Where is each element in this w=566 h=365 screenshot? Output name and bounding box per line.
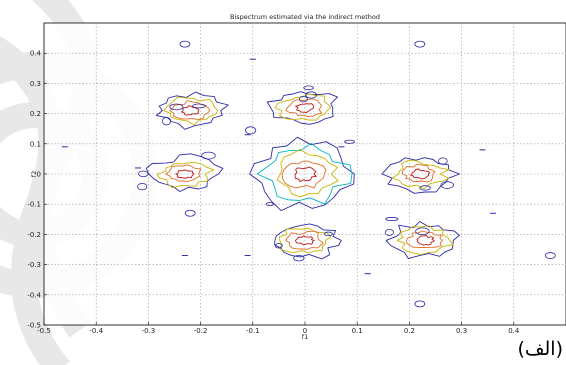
x-tick-label: 0.4: [508, 327, 520, 335]
x-tick-label: 0.2: [404, 327, 415, 335]
x-axis-label: f1: [302, 333, 308, 341]
contour-line: [266, 91, 338, 125]
contour-speck: [179, 40, 191, 48]
contour-line: [285, 98, 323, 118]
y-tick-label: -0.4: [27, 291, 41, 299]
contour-line: [391, 160, 450, 190]
contour-line: [145, 153, 224, 192]
contour-line: [381, 157, 461, 194]
contour-line: [401, 163, 436, 183]
x-tick-label: 0: [303, 327, 307, 335]
contour-line: [438, 157, 448, 165]
contour-line: [305, 91, 317, 99]
contour-line: [396, 225, 455, 255]
contour-line: [138, 170, 149, 178]
contour-line: [385, 221, 460, 260]
contour-line: [299, 95, 308, 103]
contour-line: [295, 103, 315, 113]
contour-line: [285, 230, 324, 250]
contour-line: [385, 217, 399, 221]
figure-caption: (الف): [517, 338, 563, 360]
contour-line: [201, 151, 216, 160]
contour-line: [137, 182, 148, 191]
y-tick-label: 0.4: [30, 50, 42, 58]
contour-line: [163, 96, 219, 126]
contour-speck: [544, 252, 556, 259]
contour-line: [175, 169, 195, 179]
y-axis-label: f2: [30, 171, 38, 177]
grid-lines: [44, 23, 566, 325]
y-tick-label: 0.2: [30, 110, 41, 118]
contour-line: [256, 142, 353, 205]
contour-line: [249, 136, 355, 212]
contour-speck: [414, 300, 426, 308]
contour-line: [274, 93, 332, 121]
chart-title: Bispectrum estimated via the indirect me…: [230, 13, 380, 21]
x-tick-label: -0.4: [89, 327, 103, 335]
contour-line: [294, 166, 317, 183]
contour-speck: [414, 40, 426, 48]
contour-line: [323, 231, 333, 237]
contour-line: [281, 160, 327, 189]
contour-lines: [137, 85, 461, 262]
contour-line: [303, 85, 314, 91]
contour-line: [192, 103, 206, 109]
contour-line: [169, 103, 184, 111]
contour-line: [344, 139, 355, 144]
y-tick-label: -0.3: [27, 261, 41, 269]
x-tick-label: -0.3: [142, 327, 156, 335]
axis-ticks: -0.5 -0.4 -0.3 -0.2 -0.1 0 0.1 0.2 0.3 0.4 0.4 0.3 0…: [27, 50, 520, 335]
y-tick-label: 0.1: [30, 140, 41, 148]
contour-line: [384, 228, 394, 236]
contour-line: [440, 181, 454, 189]
y-tick-label: -0.2: [27, 231, 41, 239]
contour-line: [245, 126, 257, 135]
contour-line: [419, 185, 431, 191]
contour-speck: [184, 209, 196, 217]
x-tick-label: -0.2: [194, 327, 208, 335]
contour-line: [169, 100, 211, 120]
contour-line: [155, 91, 229, 130]
contour-line: [293, 254, 305, 262]
x-tick-label: 0.1: [352, 327, 363, 335]
contour-line: [410, 168, 431, 180]
contour-line: [157, 162, 215, 189]
contour-line: [276, 148, 339, 198]
y-tick-label: 0: [37, 171, 41, 179]
contour-line: [295, 235, 315, 246]
contour-specks: [61, 40, 556, 308]
y-tick-label: -0.5: [27, 322, 41, 330]
y-tick-label: 0.3: [30, 80, 41, 88]
contour-line: [406, 230, 443, 249]
y-tick-label: -0.1: [27, 201, 41, 209]
contour-line: [161, 117, 172, 126]
contour-line: [274, 223, 342, 260]
contour-line: [274, 243, 283, 249]
x-tick-label: 0.3: [456, 327, 467, 335]
contour-line: [265, 202, 274, 207]
x-tick-label: -0.1: [246, 327, 260, 335]
contour-line: [165, 164, 202, 183]
x-tick-label: -0.5: [37, 327, 51, 335]
contour-line: [415, 227, 430, 236]
contour-line: [416, 235, 435, 246]
